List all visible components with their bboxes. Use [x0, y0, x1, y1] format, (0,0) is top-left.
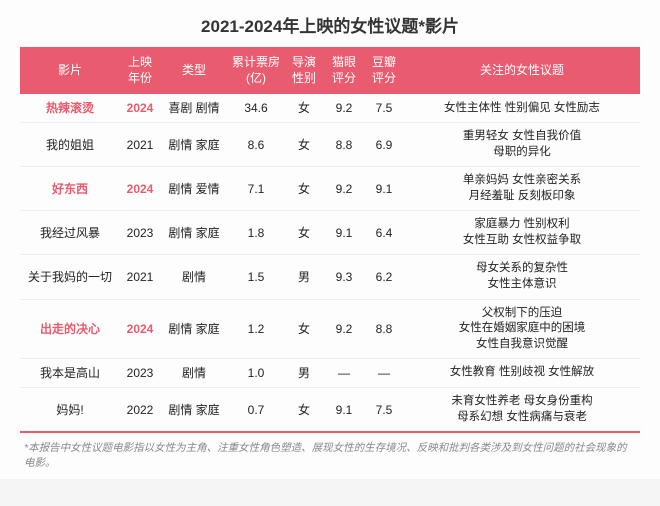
cell-cat: 8.8	[324, 123, 364, 167]
cell-topics: 未育女性养老 母女身份重构母系幻想 女性病痛与衰老	[404, 388, 640, 433]
cell-box: 7.1	[228, 167, 284, 211]
cell-cat: 9.2	[324, 94, 364, 123]
cell-douban: 6.9	[364, 123, 404, 167]
cell-film: 热辣滚烫	[20, 94, 120, 123]
cell-douban: 8.8	[364, 299, 404, 359]
cell-year: 2021	[120, 123, 160, 167]
cell-cat: —	[324, 359, 364, 388]
table-container: 2021-2024年上映的女性议题*影片 影片 上映年份 类型 累计票房(亿) …	[0, 0, 660, 479]
cell-director: 女	[284, 211, 324, 255]
cell-director: 女	[284, 299, 324, 359]
cell-box: 1.5	[228, 255, 284, 299]
cell-type: 剧情 爱情	[160, 167, 228, 211]
col-box: 累计票房(亿)	[228, 47, 284, 94]
cell-douban: 6.4	[364, 211, 404, 255]
table-body: 热辣滚烫2024喜剧 剧情34.6女9.27.5女性主体性 性别偏见 女性励志我…	[20, 94, 640, 432]
cell-douban: —	[364, 359, 404, 388]
cell-type: 剧情	[160, 359, 228, 388]
table-row: 我经过风暴2023剧情 家庭1.8女9.16.4家庭暴力 性别权利女性互助 女性…	[20, 211, 640, 255]
cell-year: 2023	[120, 211, 160, 255]
cell-douban: 7.5	[364, 388, 404, 433]
cell-film: 出走的决心	[20, 299, 120, 359]
cell-type: 剧情 家庭	[160, 211, 228, 255]
cell-type: 剧情 家庭	[160, 123, 228, 167]
cell-type: 剧情	[160, 255, 228, 299]
table-row: 我本是高山2023剧情1.0男——女性教育 性别歧视 女性解放	[20, 359, 640, 388]
footnote: *本报告中女性议题电影指以女性为主角、注重女性角色塑造、展现女性的生存境况、反映…	[20, 441, 640, 470]
col-type: 类型	[160, 47, 228, 94]
cell-type: 喜剧 剧情	[160, 94, 228, 123]
table-row: 好东西2024剧情 爱情7.1女9.29.1单亲妈妈 女性亲密关系月经羞耻 反刻…	[20, 167, 640, 211]
cell-year: 2024	[120, 94, 160, 123]
table-row: 出走的决心2024剧情 家庭1.2女9.28.8父权制下的压迫女性在婚姻家庭中的…	[20, 299, 640, 359]
cell-cat: 9.3	[324, 255, 364, 299]
cell-topics: 父权制下的压迫女性在婚姻家庭中的困境女性自我意识觉醒	[404, 299, 640, 359]
cell-film: 妈妈!	[20, 388, 120, 433]
cell-box: 1.0	[228, 359, 284, 388]
cell-topics: 家庭暴力 性别权利女性互助 女性权益争取	[404, 211, 640, 255]
table-row: 热辣滚烫2024喜剧 剧情34.6女9.27.5女性主体性 性别偏见 女性励志	[20, 94, 640, 123]
cell-cat: 9.1	[324, 388, 364, 433]
cell-box: 8.6	[228, 123, 284, 167]
cell-box: 1.8	[228, 211, 284, 255]
cell-cat: 9.2	[324, 167, 364, 211]
cell-douban: 6.2	[364, 255, 404, 299]
col-douban: 豆瓣评分	[364, 47, 404, 94]
col-director: 导演性别	[284, 47, 324, 94]
cell-director: 男	[284, 359, 324, 388]
cell-douban: 7.5	[364, 94, 404, 123]
cell-topics: 母女关系的复杂性女性主体意识	[404, 255, 640, 299]
cell-douban: 9.1	[364, 167, 404, 211]
cell-topics: 女性教育 性别歧视 女性解放	[404, 359, 640, 388]
table-row: 我的姐姐2021剧情 家庭8.6女8.86.9重男轻女 女性自我价值母职的异化	[20, 123, 640, 167]
cell-year: 2024	[120, 299, 160, 359]
cell-topics: 女性主体性 性别偏见 女性励志	[404, 94, 640, 123]
cell-director: 女	[284, 388, 324, 433]
col-cat: 猫眼评分	[324, 47, 364, 94]
cell-film: 好东西	[20, 167, 120, 211]
col-film: 影片	[20, 47, 120, 94]
cell-cat: 9.2	[324, 299, 364, 359]
cell-cat: 9.1	[324, 211, 364, 255]
cell-topics: 单亲妈妈 女性亲密关系月经羞耻 反刻板印象	[404, 167, 640, 211]
cell-film: 我的姐姐	[20, 123, 120, 167]
col-topics: 关注的女性议题	[404, 47, 640, 94]
col-year: 上映年份	[120, 47, 160, 94]
page-title: 2021-2024年上映的女性议题*影片	[20, 12, 640, 37]
cell-type: 剧情 家庭	[160, 299, 228, 359]
cell-year: 2022	[120, 388, 160, 433]
cell-year: 2024	[120, 167, 160, 211]
cell-box: 1.2	[228, 299, 284, 359]
cell-year: 2021	[120, 255, 160, 299]
table-header: 影片 上映年份 类型 累计票房(亿) 导演性别 猫眼评分 豆瓣评分 关注的女性议…	[20, 47, 640, 94]
cell-director: 女	[284, 123, 324, 167]
cell-year: 2023	[120, 359, 160, 388]
cell-film: 我经过风暴	[20, 211, 120, 255]
cell-director: 女	[284, 94, 324, 123]
cell-box: 0.7	[228, 388, 284, 433]
table-row: 妈妈!2022剧情 家庭0.7女9.17.5未育女性养老 母女身份重构母系幻想 …	[20, 388, 640, 433]
cell-film: 我本是高山	[20, 359, 120, 388]
cell-topics: 重男轻女 女性自我价值母职的异化	[404, 123, 640, 167]
cell-box: 34.6	[228, 94, 284, 123]
films-table: 影片 上映年份 类型 累计票房(亿) 导演性别 猫眼评分 豆瓣评分 关注的女性议…	[20, 47, 640, 433]
table-row: 关于我妈的一切2021剧情1.5男9.36.2母女关系的复杂性女性主体意识	[20, 255, 640, 299]
cell-director: 女	[284, 167, 324, 211]
cell-director: 男	[284, 255, 324, 299]
cell-type: 剧情 家庭	[160, 388, 228, 433]
cell-film: 关于我妈的一切	[20, 255, 120, 299]
